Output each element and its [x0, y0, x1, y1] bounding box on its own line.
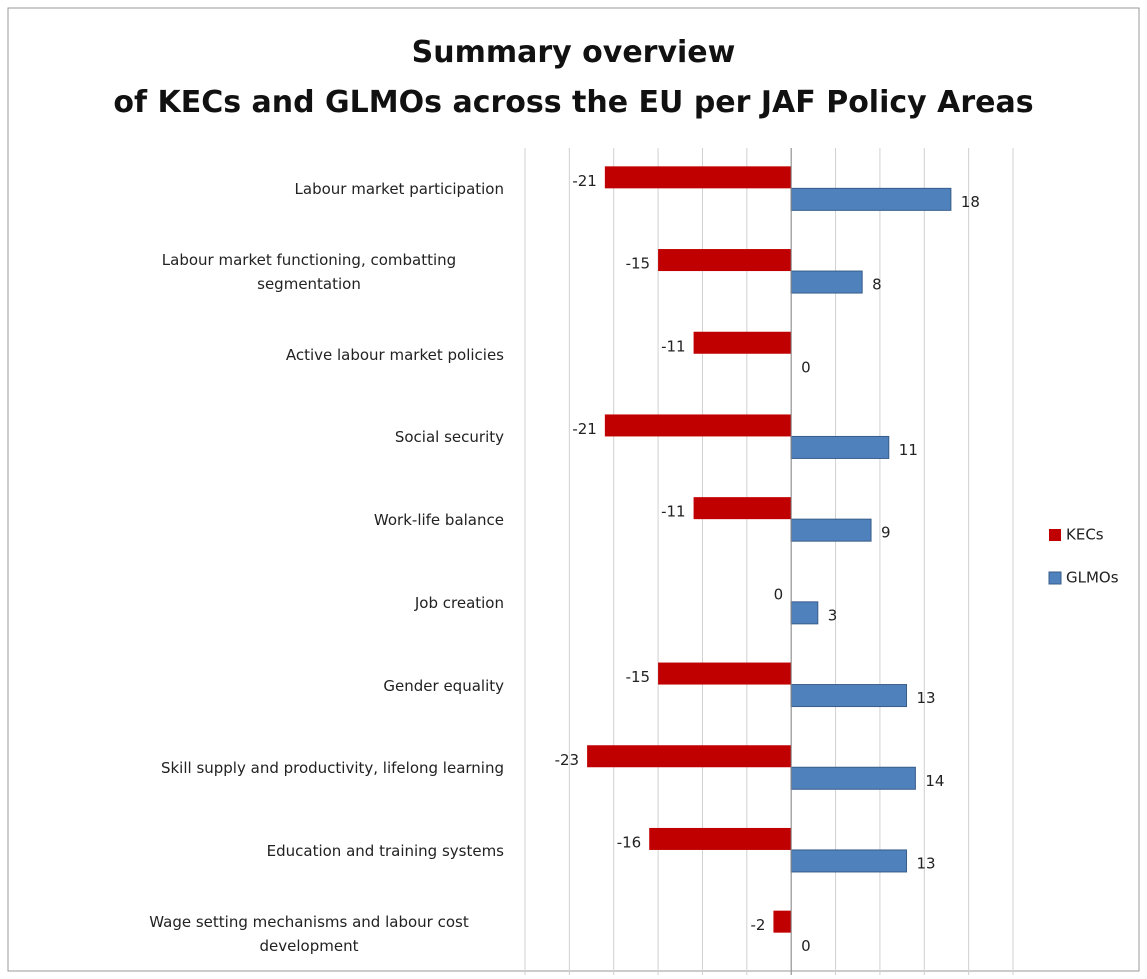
bar — [790, 187, 952, 211]
data-label: 0 — [774, 585, 784, 603]
data-label: 13 — [917, 854, 936, 872]
bar — [790, 684, 908, 708]
data-label: 13 — [917, 689, 936, 707]
data-label: 18 — [961, 193, 980, 211]
data-label: -21 — [572, 420, 597, 438]
y-tick-label: Labour market participation — [294, 180, 504, 199]
bar — [604, 414, 792, 437]
bar — [790, 766, 916, 790]
category-label-box: Active labour market policies — [20, 325, 504, 385]
legend-swatch — [1049, 529, 1061, 541]
bar — [604, 166, 792, 189]
data-label: -21 — [572, 172, 597, 190]
y-tick-label: Education and training systems — [266, 841, 504, 860]
data-label: 14 — [925, 772, 944, 790]
y-tick-label: Wage setting mechanisms and labour cost … — [149, 912, 469, 955]
y-tick-label: Skill supply and productivity, lifelong … — [160, 759, 504, 778]
legend-swatch — [1048, 571, 1062, 585]
bar — [658, 662, 792, 685]
data-label: 3 — [828, 606, 838, 624]
chart-frame — [7, 7, 1140, 972]
data-label: 0 — [801, 358, 811, 376]
data-label: 9 — [881, 524, 891, 542]
data-label: 8 — [872, 276, 882, 294]
data-label: -11 — [661, 503, 686, 521]
y-tick-label: Job creation — [414, 593, 504, 612]
y-tick-label: Work-life balance — [373, 511, 504, 530]
data-label: -2 — [750, 916, 765, 934]
category-label-box: Labour market functioning, combatting se… — [20, 242, 504, 302]
legend-label: GLMOs — [1066, 569, 1119, 587]
category-label-box: Gender equality — [20, 656, 504, 716]
bar — [693, 497, 792, 520]
bar — [790, 270, 863, 294]
data-label: -15 — [626, 255, 651, 273]
chart-title: Summary overview of KECs and GLMOs acros… — [113, 35, 1034, 120]
category-label-box: Wage setting mechanisms and labour cost … — [20, 904, 504, 964]
category-label-box: Job creation — [20, 573, 504, 633]
bar — [790, 435, 890, 459]
category-label-box: Social security — [20, 407, 504, 467]
bar — [587, 745, 792, 768]
data-label: -15 — [626, 668, 651, 686]
category-label-box: Labour market participation — [20, 159, 504, 219]
category-label-box: Education and training systems — [20, 821, 504, 881]
bar — [649, 827, 792, 850]
data-label: -23 — [555, 751, 580, 769]
data-label: 0 — [801, 937, 811, 955]
bar — [693, 331, 792, 354]
bar — [790, 849, 908, 873]
bar — [790, 601, 819, 625]
y-tick-label: Active labour market policies — [285, 345, 504, 364]
category-label-box: Work-life balance — [20, 490, 504, 550]
bar — [658, 249, 792, 272]
bar — [790, 518, 872, 542]
y-tick-label: Labour market functioning, combatting se… — [161, 251, 457, 294]
data-label: 11 — [899, 441, 918, 459]
bar — [773, 910, 792, 933]
legend-label: KECs — [1066, 526, 1104, 544]
y-tick-label: Social security — [394, 428, 504, 447]
data-label: -11 — [661, 337, 686, 355]
data-label: -16 — [617, 833, 642, 851]
y-tick-label: Gender equality — [383, 676, 504, 695]
category-label-box: Skill supply and productivity, lifelong … — [20, 738, 504, 798]
